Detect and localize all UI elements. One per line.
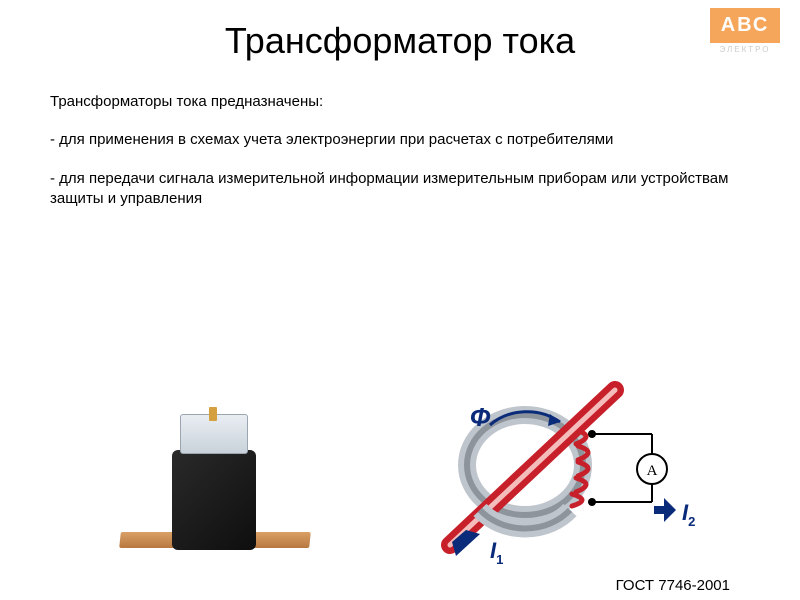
ct-housing xyxy=(172,450,256,550)
ammeter: А xyxy=(637,454,667,484)
intro-line: Трансформаторы тока предназначены: xyxy=(50,92,750,112)
body-text: Трансформаторы тока предназначены: - для… xyxy=(0,62,800,209)
logo-text-top: АВС xyxy=(710,8,780,43)
i2-arrow xyxy=(654,498,676,522)
phi-label: Ф xyxy=(470,402,491,432)
i1-label: I1 xyxy=(490,538,503,567)
ct-terminal-cover xyxy=(180,414,248,454)
ammeter-label: А xyxy=(647,463,658,479)
bullet-2: - для передачи сигнала измерительной инф… xyxy=(50,169,750,210)
slide-title: Трансформатор тока xyxy=(0,0,800,62)
ct-device-figure xyxy=(130,400,310,560)
i2-label: I2 xyxy=(682,500,695,529)
figures-row: А Ф I1 I2 xyxy=(0,370,800,570)
bullet-1: - для применения в схемах учета электроэ… xyxy=(50,130,750,150)
logo-text-bottom: ЭЛЕКТРО xyxy=(710,45,780,54)
ct-principle-diagram: А Ф I1 I2 xyxy=(420,370,720,570)
brand-logo: АВС ЭЛЕКТРО xyxy=(710,8,780,54)
gost-reference: ГОСТ 7746-2001 xyxy=(616,577,730,594)
